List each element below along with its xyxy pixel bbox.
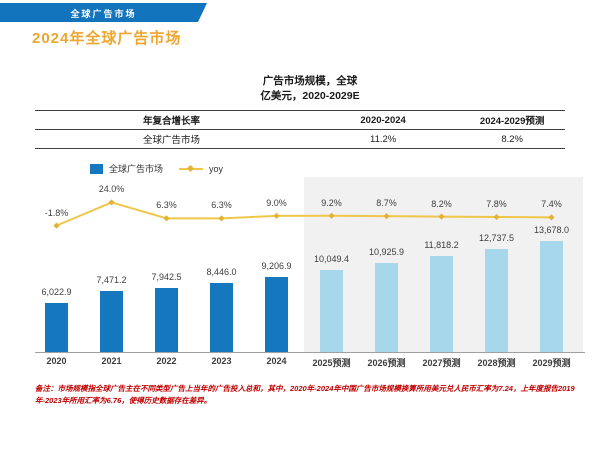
banner-label: 全球广告市场 [70,9,137,19]
bar-value-label: 9,206.9 [261,261,292,272]
yoy-point-marker-icon [383,213,390,220]
legend-bar-swatch [90,163,103,174]
yoy-value-label: -1.8% [44,207,69,218]
x-axis: 2020 2021 2022 2023 2024 2025预测 2026预测 2027预测 20… [35,356,585,370]
x-axis-label: 2023 [211,356,232,366]
bar-2024 [265,277,288,352]
table-row: 全球广告市场 11.2% 8.2% [35,130,565,149]
x-axis-label: 2022 [156,356,177,366]
x-axis-label: 2026预测 [367,358,406,368]
legend-bar-label: 全球广告市场 [109,164,164,174]
x-axis-label: 2029预测 [532,358,571,368]
table-cell-market: 全球广告市场 [143,135,201,146]
x-axis-label: 2021 [101,356,122,366]
x-axis-label: 2024 [266,356,287,366]
table-header-metric: 年复合增长率 [143,116,201,127]
bar-value-label: 12,737.5 [478,232,515,243]
bar-2020 [45,303,68,352]
header-banner: 全球广告市场 [0,3,207,22]
bar-value-label: 10,049.4 [313,254,350,265]
page-title: 2024年全球广告市场 [32,30,182,47]
x-axis-label: 2027预测 [422,358,461,368]
table-header-row: 年复合增长率 2020-2024 2024-2029预测 [35,111,565,130]
cagr-table: 年复合增长率 2020-2024 2024-2029预测 全球广告市场 11.2… [35,110,565,149]
yoy-point-marker-icon [548,214,555,221]
yoy-point-marker-icon [53,222,60,229]
chart-legend: 全球广告市场 yoy [90,162,223,175]
legend-line-label: yoy [209,163,224,174]
chart-plot-area: 6,022.9 7,471.2 7,942.5 8,446.0 9,206.9 10,04… [35,173,585,353]
yoy-point-marker-icon [273,212,280,220]
bar-2022 [155,287,178,352]
legend-line-marker-icon [186,164,195,172]
yoy-value-label: 7.8% [486,198,507,209]
x-axis-label: 2028预测 [477,358,516,368]
yoy-value-label: 24.0% [98,184,125,195]
bar-2029预测 [540,241,563,352]
yoy-line [53,199,555,229]
table-header-2020-2024: 2020-2024 [360,114,406,126]
legend-line-swatch [179,164,204,172]
bar-value-label: 10,925.9 [368,247,405,258]
bar-2027预测 [430,256,453,352]
chart-subtitle: 广告市场规模，全球 亿美元，2020-2029E [35,74,585,104]
yoy-value-label: 6.3% [156,200,177,211]
bar-2025预测 [320,270,343,352]
yoy-value-label: 6.3% [211,200,232,211]
footnote: 备注：市场规模指全球广告主在不同类型广告上当年的广告投入总和，其中，2020年-… [35,384,575,405]
x-axis-label: 2020 [46,356,67,366]
bar-2021 [100,291,123,352]
yoy-value-label: 9.0% [266,197,287,208]
bar-2028预测 [485,248,508,352]
yoy-value-label: 9.2% [321,197,342,208]
bar-value-label: 8,446.0 [206,267,237,278]
yoy-point-marker-icon [493,213,500,221]
yoy-value-label: 8.7% [376,198,397,209]
bar-value-label: 7,471.2 [96,275,127,286]
chart-subtitle-line1: 广告市场规模，全球 [262,75,358,87]
yoy-value-label: 7.4% [541,199,562,210]
yoy-point-marker-icon [218,215,225,222]
table-header-2024-2029: 2024-2029预测 [479,116,545,127]
yoy-point-marker-icon [438,213,445,220]
x-axis-label: 2025预测 [312,358,351,368]
yoy-value-label: 8.2% [431,198,452,209]
yoy-point-marker-icon [108,199,115,206]
bar-value-label: 11,818.2 [424,240,459,251]
bar-value-label: 13,678.0 [533,225,570,235]
table-cell-cagr-2020-2024: 11.2% [369,133,397,145]
bar-2023 [210,283,233,352]
bar-2026预测 [375,263,398,352]
yoy-point-marker-icon [163,215,170,222]
chart-subtitle-line2: 亿美元，2020-2029E [260,90,360,102]
bar-value-label: 7,942.5 [151,271,182,282]
table-cell-cagr-2024-2029: 8.2% [501,133,523,145]
yoy-point-marker-icon [328,212,335,219]
bar-value-label: 6,022.9 [41,287,72,298]
